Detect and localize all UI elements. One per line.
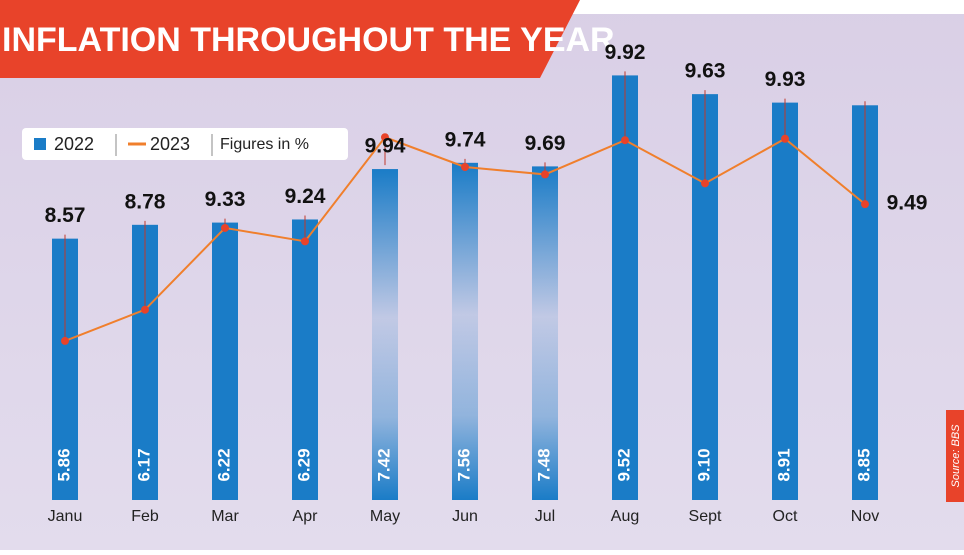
- x-tick-label: Mar: [211, 508, 239, 525]
- bar: [452, 162, 478, 500]
- bar-value-label: 5.86: [54, 448, 73, 481]
- x-tick-label: Janu: [48, 508, 83, 525]
- line-point: [381, 133, 389, 142]
- legend-label: 2022: [54, 134, 94, 154]
- bar: [372, 169, 398, 500]
- x-tick-label: Sept: [689, 508, 722, 525]
- line-value-label: 8.78: [125, 190, 166, 213]
- legend-swatch: [34, 138, 46, 150]
- line-point: [141, 305, 149, 314]
- bar-value-label: 6.17: [134, 448, 153, 481]
- x-tick-label: Feb: [131, 508, 159, 525]
- line-value-label: 9.92: [605, 41, 646, 64]
- line-value-label: 9.74: [445, 128, 486, 151]
- line-value-label: 9.33: [205, 188, 246, 211]
- bar: [772, 102, 798, 500]
- line-value-label: 9.63: [685, 60, 726, 83]
- x-tick-label: Oct: [773, 508, 798, 525]
- bar-value-label: 6.22: [214, 448, 233, 481]
- line-point: [861, 200, 869, 209]
- bar-value-label: 7.42: [374, 448, 393, 481]
- bar: [212, 222, 238, 500]
- source-tab: [946, 410, 964, 502]
- line-point: [301, 237, 309, 246]
- bar-value-label: 9.10: [694, 448, 713, 481]
- line-point: [221, 223, 229, 232]
- bar-value-label: 8.91: [774, 448, 793, 481]
- legend-note: Figures in %: [220, 136, 309, 153]
- legend-label: 2023: [150, 134, 190, 154]
- line-value-label: 9.94: [365, 135, 406, 158]
- chart-title: INFLATION THROUGHOUT THE YEAR: [2, 21, 615, 59]
- bar: [612, 75, 638, 501]
- line-value-label: 9.69: [525, 132, 566, 155]
- bar: [532, 166, 558, 500]
- x-tick-label: Aug: [611, 508, 639, 525]
- x-tick-label: Jun: [452, 508, 478, 525]
- line-point: [701, 179, 709, 188]
- bar-value-label: 8.85: [854, 448, 873, 481]
- x-tick-label: Nov: [851, 508, 879, 525]
- line-point: [541, 170, 549, 179]
- x-tick-label: May: [370, 508, 400, 525]
- bar-value-label: 9.52: [614, 448, 633, 481]
- line-value-label: 9.24: [285, 185, 326, 208]
- line-point: [61, 336, 69, 345]
- line-value-label: 9.93: [765, 68, 806, 91]
- line-value-label: 9.49: [887, 192, 928, 215]
- bar-value-label: 7.56: [454, 448, 473, 481]
- line-point: [781, 134, 789, 143]
- title-banner: [0, 0, 580, 78]
- line-point: [621, 136, 629, 145]
- bar-value-label: 6.29: [294, 448, 313, 481]
- bar: [292, 219, 318, 500]
- line-value-label: 8.57: [45, 204, 86, 227]
- line-point: [461, 162, 469, 171]
- source: Source: BBS: [950, 424, 962, 488]
- legend-box: [22, 128, 348, 160]
- bar-value-label: 7.48: [534, 448, 553, 481]
- x-tick-label: Apr: [293, 508, 319, 525]
- x-tick-label: Jul: [535, 508, 555, 525]
- legend: 2022 2023 Figures in %: [34, 134, 309, 156]
